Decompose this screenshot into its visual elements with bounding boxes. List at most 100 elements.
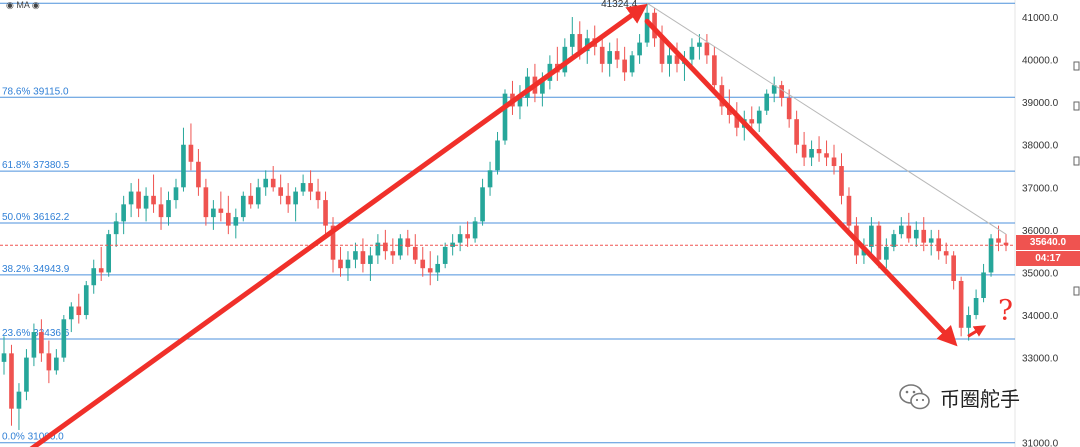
- candle-body: [674, 55, 680, 64]
- candle-body: [211, 208, 216, 218]
- sidebar-tool-icon[interactable]: [1072, 155, 1080, 167]
- candle-body: [981, 272, 986, 298]
- candle-body: [966, 315, 971, 328]
- watermark-text: 币圈舵手: [940, 386, 1020, 411]
- fib-level-label: 78.6% 39115.0: [2, 86, 69, 97]
- sidebar-tool-icon[interactable]: [1072, 100, 1080, 112]
- candle-body: [308, 183, 313, 192]
- candle-body: [435, 263, 441, 273]
- toolbar-eye-icon[interactable]: ◉: [6, 0, 14, 10]
- candle-body: [285, 195, 291, 205]
- candle-body: [764, 93, 770, 111]
- candle-body: [300, 183, 306, 192]
- candle-body: [988, 238, 994, 273]
- candle-body: [936, 238, 942, 252]
- candle-body: [143, 195, 149, 209]
- candle-body: [383, 242, 388, 252]
- candle-body: [24, 357, 29, 392]
- candle-body: [525, 76, 530, 98]
- candle-body: [809, 149, 814, 158]
- candle-body: [390, 251, 396, 256]
- candle-body: [786, 97, 792, 120]
- candles-group: [1, 3, 1009, 430]
- candle-body: [420, 259, 426, 269]
- candle-body: [562, 46, 568, 73]
- candle-body: [158, 204, 164, 218]
- candle-body: [61, 319, 67, 358]
- candle-body: [1003, 242, 1009, 246]
- toolbar-eye-icon[interactable]: ◉: [31, 0, 40, 10]
- fib-level-label: 0.0% 31000.0: [2, 432, 64, 443]
- y-axis-tick-label: 36000.0: [1022, 226, 1059, 237]
- candle-body: [113, 221, 119, 235]
- candle-body: [427, 268, 433, 273]
- candle-body: [68, 306, 74, 320]
- candle-body: [397, 238, 403, 256]
- candle-body: [719, 85, 725, 107]
- candle-body: [375, 242, 381, 256]
- candle-body: [487, 170, 493, 188]
- fib-level-label: 50.0% 36162.2: [2, 212, 70, 223]
- candle-body: [928, 238, 934, 243]
- countdown-tag: 04:17: [1016, 251, 1080, 266]
- candle-body: [697, 42, 702, 47]
- question-mark-annotation: ?: [998, 293, 1013, 326]
- y-axis-tick-label: 35000.0: [1022, 268, 1059, 279]
- small-rebound-arrow: [967, 325, 987, 338]
- candle-body: [136, 191, 141, 209]
- candle-body: [151, 195, 156, 205]
- candle-body: [181, 144, 186, 188]
- candle-body: [39, 332, 44, 354]
- candle-body: [323, 200, 328, 226]
- candle-body: [98, 268, 104, 273]
- indicator-toolbar: ◉ MA ◉: [6, 0, 40, 11]
- candle-body: [502, 93, 508, 141]
- toolbar-ma-label[interactable]: MA: [16, 0, 30, 10]
- candle-body: [921, 229, 927, 243]
- sidebar-tool-icon[interactable]: [1072, 285, 1080, 297]
- candle-body: [831, 157, 837, 167]
- candle-body: [203, 187, 209, 218]
- candle-body: [667, 55, 672, 64]
- candle-body: [749, 119, 755, 124]
- candle-body: [794, 119, 799, 145]
- y-axis-tick-label: 33000.0: [1022, 354, 1059, 365]
- candle-body: [943, 251, 949, 256]
- candle-body: [659, 38, 665, 64]
- candle-body: [457, 234, 463, 243]
- candle-body: [869, 225, 874, 247]
- current-price-tag: 35640.0: [1016, 235, 1080, 250]
- y-axis-tick-label: 38000.0: [1022, 141, 1059, 152]
- fib-level-label: 38.2% 34943.9: [2, 264, 70, 275]
- candle-body: [756, 110, 762, 124]
- candle-body: [405, 238, 411, 247]
- candle-body: [704, 42, 710, 56]
- candle-body: [816, 149, 822, 154]
- candle-body: [106, 234, 112, 273]
- candle-body: [121, 204, 126, 222]
- watermark: 币圈舵手: [898, 382, 1020, 412]
- candle-body: [689, 46, 695, 60]
- y-axis-tick-label: 34000.0: [1022, 311, 1059, 322]
- candle-body: [345, 259, 351, 269]
- candle-body: [353, 251, 358, 260]
- candle-body: [226, 212, 231, 226]
- candle-body: [906, 225, 912, 239]
- down-trend-arrow: [644, 18, 958, 347]
- candle-body: [846, 195, 852, 226]
- candle-body: [412, 246, 418, 260]
- y-axis-tick-label: 31000.0: [1022, 439, 1059, 447]
- sidebar-tool-icon[interactable]: [1072, 60, 1080, 72]
- candle-body: [644, 12, 650, 43]
- candle-body: [188, 144, 194, 162]
- candle-body: [472, 221, 478, 239]
- candle-body: [577, 34, 583, 52]
- y-axis-tick-label: 40000.0: [1022, 56, 1059, 67]
- candle-body: [569, 34, 575, 47]
- candle-body: [517, 97, 523, 107]
- y-axis-tick-label: 41000.0: [1022, 13, 1059, 24]
- candle-body: [330, 225, 336, 260]
- candle-body: [263, 178, 269, 188]
- candle-body: [712, 55, 717, 86]
